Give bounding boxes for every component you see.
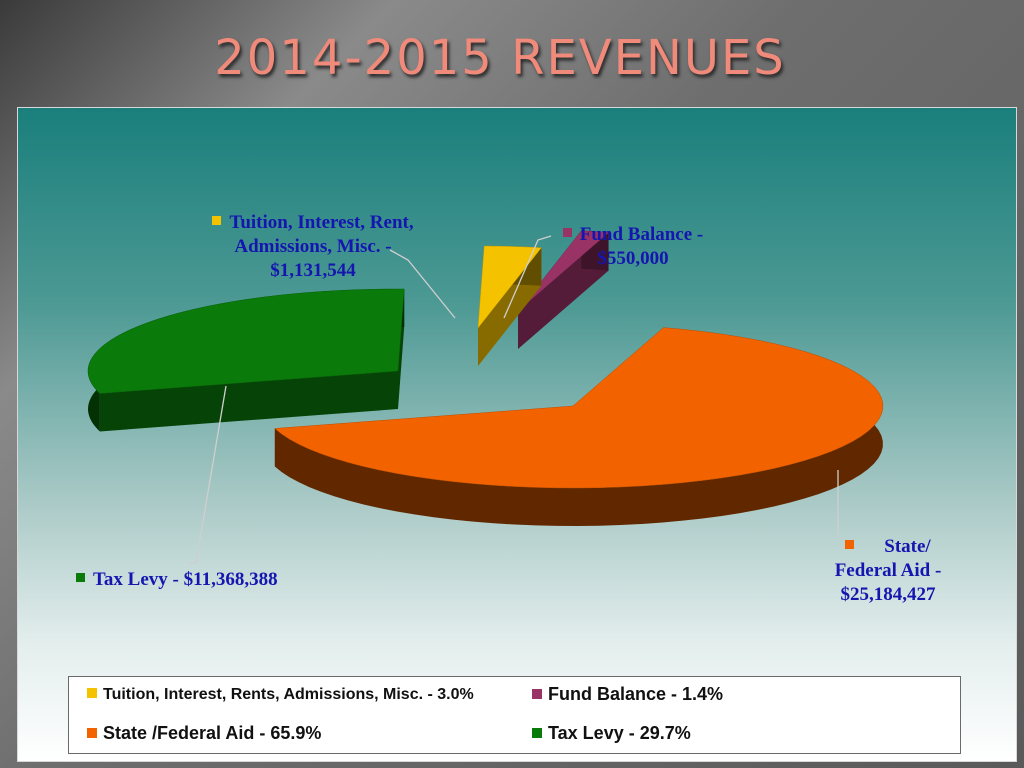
label-tuition-line-1: Tuition, Interest, Rent, (229, 212, 414, 233)
label-tuition: Tuition, Interest, Rent, Admissions, Mis… (188, 211, 438, 283)
legend-entry-state-federal: State /Federal Aid - 65.9% (87, 723, 321, 744)
label-fund-balance: Fund Balance - $550,000 (548, 223, 718, 271)
leader-line-fund-balance (503, 235, 552, 319)
label-marker-state-federal (845, 540, 855, 549)
legend-swatch-tax-levy (532, 728, 542, 738)
legend-swatch-tuition (87, 688, 97, 698)
pie-slice-state-federal (274, 327, 884, 526)
legend-label-tuition: Tuition, Interest, Rents, Admissions, Mi… (103, 686, 474, 703)
label-tuition-line-3: $1,131,544 (270, 260, 356, 281)
pie-slice-tax-levy-wall-0 (99, 371, 399, 432)
pie-slice-state-federal-top (274, 327, 884, 489)
legend-entry-tax-levy: Tax Levy - 29.7% (532, 723, 691, 744)
slide-title: 2014-2015 REVENUES (214, 30, 786, 86)
label-fund-balance-line-1: Fund Balance - (579, 224, 704, 245)
pie-slice-tax-levy-top (87, 288, 405, 394)
pie-slice-fund-balance-top (517, 230, 610, 312)
chart-legend: Tuition, Interest, Rents, Admissions, Mi… (68, 676, 961, 754)
legend-label-tax-levy: Tax Levy - 29.7% (548, 723, 691, 743)
pie-slice-fund-balance (517, 230, 610, 349)
label-fund-balance-line-2: $550,000 (597, 248, 669, 269)
legend-swatch-state-federal (87, 728, 97, 738)
legend-label-state-federal: State /Federal Aid - 65.9% (103, 723, 322, 743)
pie-slice-tax-levy (87, 288, 405, 432)
leader-line-tax-levy (188, 385, 227, 564)
label-state-federal-line-2: Federal Aid - (834, 560, 942, 581)
label-tax-levy: Tax Levy - $11,368,388 (76, 568, 316, 592)
label-tax-levy-line-1: Tax Levy - $11,368,388 (93, 569, 278, 590)
label-tuition-line-2: Admissions, Misc. - (234, 236, 392, 257)
legend-entry-tuition: Tuition, Interest, Rents, Admissions, Mi… (87, 686, 474, 704)
label-state-federal-line-1: State/ (884, 536, 931, 557)
legend-entry-fund-balance: Fund Balance - 1.4% (532, 684, 723, 705)
label-state-federal: State/ Federal Aid - $25,184,427 (813, 535, 963, 607)
pie-slice-tuition-top (477, 245, 542, 329)
pie-slice-tuition (477, 245, 542, 366)
label-marker-tuition (212, 216, 222, 225)
label-state-federal-line-3: $25,184,427 (840, 584, 936, 605)
leader-line-tuition (389, 249, 456, 319)
label-marker-fund-balance (562, 228, 572, 237)
chart-panel: Tuition, Interest, Rent, Admissions, Mis… (17, 107, 1017, 762)
pie-chart (87, 230, 884, 564)
legend-swatch-fund-balance (532, 689, 542, 699)
label-marker-tax-levy (76, 573, 85, 582)
legend-label-fund-balance: Fund Balance - 1.4% (548, 684, 724, 704)
